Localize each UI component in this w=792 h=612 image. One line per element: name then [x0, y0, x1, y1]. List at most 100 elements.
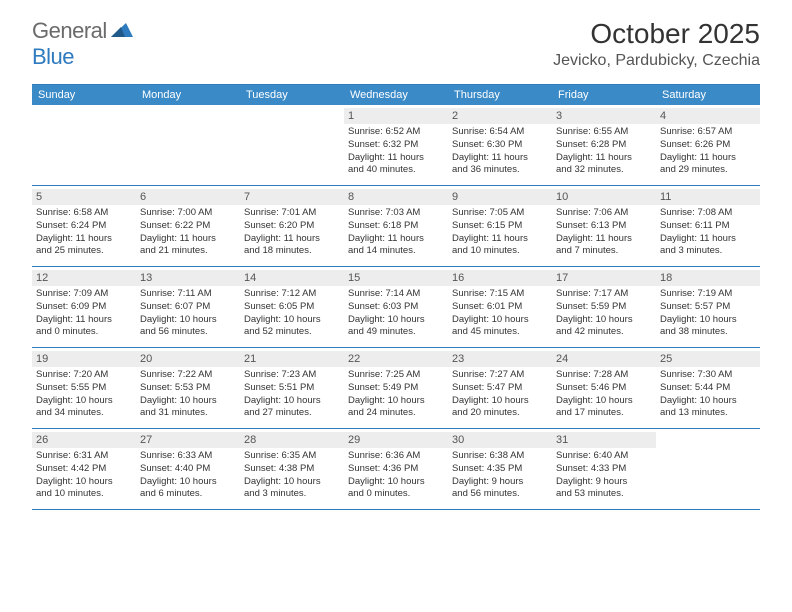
day-sunrise: Sunrise: 6:57 AM	[660, 126, 756, 139]
day-number	[240, 108, 344, 112]
day-sunset: Sunset: 5:46 PM	[556, 382, 652, 395]
day-daylight1: Daylight: 11 hours	[452, 152, 548, 165]
day-number: 21	[240, 351, 344, 367]
day-cell: 31Sunrise: 6:40 AMSunset: 4:33 PMDayligh…	[552, 429, 656, 509]
day-cell: 3Sunrise: 6:55 AMSunset: 6:28 PMDaylight…	[552, 105, 656, 185]
day-sunrise: Sunrise: 7:23 AM	[244, 369, 340, 382]
day-number: 31	[552, 432, 656, 448]
day-cell: 14Sunrise: 7:12 AMSunset: 6:05 PMDayligh…	[240, 267, 344, 347]
day-number: 12	[32, 270, 136, 286]
day-daylight1: Daylight: 11 hours	[348, 233, 444, 246]
logo: General	[32, 18, 135, 44]
day-sunrise: Sunrise: 7:11 AM	[140, 288, 236, 301]
weekday-friday: Friday	[552, 85, 656, 105]
day-sunrise: Sunrise: 7:30 AM	[660, 369, 756, 382]
day-sunrise: Sunrise: 6:40 AM	[556, 450, 652, 463]
day-sunset: Sunset: 6:30 PM	[452, 139, 548, 152]
day-cell: 22Sunrise: 7:25 AMSunset: 5:49 PMDayligh…	[344, 348, 448, 428]
day-daylight1: Daylight: 11 hours	[140, 233, 236, 246]
day-daylight1: Daylight: 9 hours	[556, 476, 652, 489]
day-sunset: Sunset: 5:59 PM	[556, 301, 652, 314]
day-sunrise: Sunrise: 7:01 AM	[244, 207, 340, 220]
day-daylight2: and 10 minutes.	[36, 488, 132, 501]
day-daylight2: and 32 minutes.	[556, 164, 652, 177]
day-cell: 29Sunrise: 6:36 AMSunset: 4:36 PMDayligh…	[344, 429, 448, 509]
day-daylight2: and 6 minutes.	[140, 488, 236, 501]
day-daylight2: and 56 minutes.	[140, 326, 236, 339]
day-sunset: Sunset: 5:51 PM	[244, 382, 340, 395]
day-daylight1: Daylight: 10 hours	[452, 395, 548, 408]
day-cell: 18Sunrise: 7:19 AMSunset: 5:57 PMDayligh…	[656, 267, 760, 347]
weekday-thursday: Thursday	[448, 85, 552, 105]
day-daylight2: and 17 minutes.	[556, 407, 652, 420]
day-daylight1: Daylight: 10 hours	[244, 314, 340, 327]
day-number: 6	[136, 189, 240, 205]
day-sunset: Sunset: 6:18 PM	[348, 220, 444, 233]
day-sunrise: Sunrise: 6:31 AM	[36, 450, 132, 463]
day-cell	[656, 429, 760, 509]
day-cell	[136, 105, 240, 185]
weekday-saturday: Saturday	[656, 85, 760, 105]
day-sunrise: Sunrise: 7:14 AM	[348, 288, 444, 301]
day-daylight2: and 24 minutes.	[348, 407, 444, 420]
day-sunset: Sunset: 6:22 PM	[140, 220, 236, 233]
day-sunrise: Sunrise: 6:54 AM	[452, 126, 548, 139]
day-number: 7	[240, 189, 344, 205]
day-cell: 23Sunrise: 7:27 AMSunset: 5:47 PMDayligh…	[448, 348, 552, 428]
day-sunrise: Sunrise: 7:19 AM	[660, 288, 756, 301]
day-number: 24	[552, 351, 656, 367]
day-sunset: Sunset: 5:53 PM	[140, 382, 236, 395]
day-daylight2: and 52 minutes.	[244, 326, 340, 339]
day-daylight2: and 7 minutes.	[556, 245, 652, 258]
day-sunrise: Sunrise: 6:52 AM	[348, 126, 444, 139]
day-sunset: Sunset: 4:35 PM	[452, 463, 548, 476]
day-sunrise: Sunrise: 7:00 AM	[140, 207, 236, 220]
day-sunset: Sunset: 6:20 PM	[244, 220, 340, 233]
day-number: 22	[344, 351, 448, 367]
day-cell: 5Sunrise: 6:58 AMSunset: 6:24 PMDaylight…	[32, 186, 136, 266]
day-daylight2: and 20 minutes.	[452, 407, 548, 420]
day-sunrise: Sunrise: 6:38 AM	[452, 450, 548, 463]
day-daylight1: Daylight: 11 hours	[348, 152, 444, 165]
day-number: 13	[136, 270, 240, 286]
day-daylight1: Daylight: 10 hours	[660, 395, 756, 408]
day-daylight1: Daylight: 11 hours	[660, 233, 756, 246]
day-daylight2: and 3 minutes.	[244, 488, 340, 501]
header: General October 2025 Jevicko, Pardubicky…	[0, 0, 792, 78]
day-number: 19	[32, 351, 136, 367]
day-daylight1: Daylight: 10 hours	[556, 395, 652, 408]
day-cell: 16Sunrise: 7:15 AMSunset: 6:01 PMDayligh…	[448, 267, 552, 347]
logo-text-general: General	[32, 18, 107, 44]
month-title: October 2025	[553, 18, 760, 50]
day-sunset: Sunset: 6:32 PM	[348, 139, 444, 152]
day-cell: 17Sunrise: 7:17 AMSunset: 5:59 PMDayligh…	[552, 267, 656, 347]
day-daylight1: Daylight: 11 hours	[244, 233, 340, 246]
weekday-wednesday: Wednesday	[344, 85, 448, 105]
day-cell: 11Sunrise: 7:08 AMSunset: 6:11 PMDayligh…	[656, 186, 760, 266]
day-sunrise: Sunrise: 6:55 AM	[556, 126, 652, 139]
weeks-container: 1Sunrise: 6:52 AMSunset: 6:32 PMDaylight…	[32, 105, 760, 510]
day-cell: 12Sunrise: 7:09 AMSunset: 6:09 PMDayligh…	[32, 267, 136, 347]
day-sunrise: Sunrise: 7:08 AM	[660, 207, 756, 220]
day-cell: 8Sunrise: 7:03 AMSunset: 6:18 PMDaylight…	[344, 186, 448, 266]
day-sunset: Sunset: 6:05 PM	[244, 301, 340, 314]
day-number: 28	[240, 432, 344, 448]
day-daylight2: and 10 minutes.	[452, 245, 548, 258]
day-sunset: Sunset: 5:47 PM	[452, 382, 548, 395]
day-number: 5	[32, 189, 136, 205]
day-daylight2: and 21 minutes.	[140, 245, 236, 258]
day-daylight1: Daylight: 10 hours	[36, 395, 132, 408]
day-daylight1: Daylight: 11 hours	[660, 152, 756, 165]
day-sunset: Sunset: 4:38 PM	[244, 463, 340, 476]
day-cell: 25Sunrise: 7:30 AMSunset: 5:44 PMDayligh…	[656, 348, 760, 428]
day-cell	[32, 105, 136, 185]
day-daylight1: Daylight: 11 hours	[452, 233, 548, 246]
day-cell: 27Sunrise: 6:33 AMSunset: 4:40 PMDayligh…	[136, 429, 240, 509]
day-daylight1: Daylight: 10 hours	[452, 314, 548, 327]
day-number: 25	[656, 351, 760, 367]
day-number: 27	[136, 432, 240, 448]
day-number	[136, 108, 240, 112]
day-number: 1	[344, 108, 448, 124]
day-sunset: Sunset: 6:26 PM	[660, 139, 756, 152]
day-sunrise: Sunrise: 6:36 AM	[348, 450, 444, 463]
